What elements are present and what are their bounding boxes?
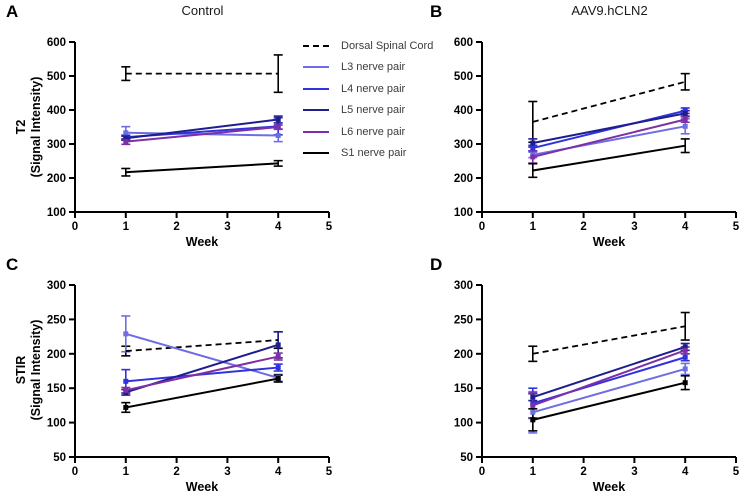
svg-text:4: 4 (275, 221, 282, 233)
svg-text:1: 1 (123, 466, 130, 478)
svg-text:1: 1 (123, 221, 130, 233)
svg-text:200: 200 (454, 173, 473, 185)
svg-text:5: 5 (733, 221, 740, 233)
svg-text:Week: Week (186, 235, 218, 249)
svg-text:3: 3 (631, 466, 637, 478)
svg-text:1: 1 (530, 221, 537, 233)
legend-item-label: L3 nerve pair (341, 61, 406, 74)
svg-text:600: 600 (47, 37, 66, 49)
legend-item-dorsal-spinal-cord: Dorsal Spinal Cord (303, 35, 433, 57)
svg-text:Week: Week (593, 235, 625, 249)
svg-text:3: 3 (631, 221, 637, 233)
svg-text:4: 4 (682, 221, 689, 233)
line-swatch-icon (303, 152, 329, 155)
svg-text:4: 4 (682, 466, 689, 478)
panel-a-label: A (6, 2, 19, 21)
svg-text:50: 50 (53, 452, 66, 464)
svg-text:250: 250 (47, 314, 66, 326)
svg-text:2: 2 (580, 221, 586, 233)
svg-text:300: 300 (47, 280, 66, 292)
svg-text:100: 100 (47, 418, 66, 430)
svg-text:Week: Week (593, 480, 625, 494)
line-swatch-icon (303, 130, 329, 133)
dashed-line-swatch-icon (303, 44, 329, 47)
svg-text:Week: Week (186, 480, 218, 494)
legend-item-l4-nerve-pair: L4 nerve pair (303, 78, 433, 100)
panel-d-label: D (430, 255, 443, 274)
svg-text:3: 3 (224, 221, 230, 233)
legend-item-label: L6 nerve pair (341, 125, 406, 138)
svg-text:4: 4 (275, 466, 282, 478)
svg-text:200: 200 (47, 173, 66, 185)
svg-text:2: 2 (173, 466, 179, 478)
svg-text:200: 200 (454, 349, 473, 361)
line-swatch-icon (303, 66, 329, 69)
legend-item-label: L5 nerve pair (341, 104, 406, 117)
panel-b-label: B (430, 2, 443, 21)
panel-a-title: Control (181, 3, 224, 18)
svg-text:5: 5 (733, 466, 740, 478)
svg-text:50: 50 (460, 452, 473, 464)
svg-text:0: 0 (72, 466, 78, 478)
legend-item-l5-nerve-pair: L5 nerve pair (303, 100, 433, 122)
legend-item-s1-nerve-pair: S1 nerve pair (303, 143, 433, 165)
svg-text:500: 500 (47, 71, 66, 83)
svg-text:100: 100 (454, 207, 473, 219)
svg-text:400: 400 (47, 105, 66, 117)
svg-text:100: 100 (47, 207, 66, 219)
svg-text:0: 0 (72, 221, 78, 233)
legend: Dorsal Spinal Cord L3 nerve pair L4 nerv… (303, 35, 433, 164)
svg-text:150: 150 (454, 383, 473, 395)
svg-text:200: 200 (47, 349, 66, 361)
panel-d-chart: 50 100 150 200 250 300 0 1 2 3 4 5 Week (454, 280, 740, 494)
panel-c-chart: 50 100 150 200 250 300 0 1 2 3 4 5 Week (47, 280, 333, 494)
line-swatch-icon (303, 87, 329, 90)
svg-text:2: 2 (580, 466, 586, 478)
legend-item-label: S1 nerve pair (341, 147, 407, 160)
svg-text:5: 5 (326, 466, 333, 478)
svg-text:5: 5 (326, 221, 333, 233)
panel-b-chart: 100 200 300 400 500 600 0 1 2 3 4 5 Week (454, 37, 740, 249)
svg-text:150: 150 (47, 383, 66, 395)
line-swatch-icon (303, 109, 329, 112)
panel-c-label: C (6, 255, 19, 274)
svg-text:0: 0 (479, 466, 485, 478)
panel-b-title: AAV9.hCLN2 (571, 3, 648, 18)
svg-text:250: 250 (454, 314, 473, 326)
svg-text:300: 300 (47, 139, 66, 151)
legend-item-l3-nerve-pair: L3 nerve pair (303, 57, 433, 79)
legend-item-label: L4 nerve pair (341, 82, 406, 95)
svg-text:0: 0 (479, 221, 485, 233)
svg-text:300: 300 (454, 280, 473, 292)
svg-text:3: 3 (224, 466, 230, 478)
svg-text:2: 2 (173, 221, 179, 233)
svg-text:500: 500 (454, 71, 473, 83)
svg-text:600: 600 (454, 37, 473, 49)
legend-item-label: Dorsal Spinal Cord (341, 39, 434, 52)
svg-text:400: 400 (454, 105, 473, 117)
svg-text:1: 1 (530, 466, 537, 478)
svg-text:300: 300 (454, 139, 473, 151)
legend-item-l6-nerve-pair: L6 nerve pair (303, 121, 433, 143)
svg-text:100: 100 (454, 418, 473, 430)
panel-a-chart: 100 200 300 400 500 600 0 1 2 3 4 5 Week (47, 37, 333, 249)
